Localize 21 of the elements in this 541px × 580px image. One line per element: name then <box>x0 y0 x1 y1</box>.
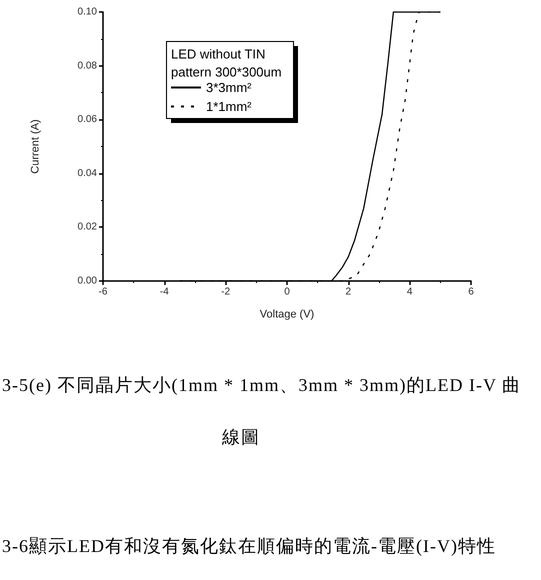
legend-label: 3*3mm² <box>206 80 252 95</box>
y-axis-title: Current (A) <box>30 119 42 174</box>
x-tick-label: 2 <box>346 286 352 298</box>
legend-label: 1*1mm² <box>206 99 252 114</box>
y-tick-label: 0.06 <box>78 114 98 126</box>
x-axis-title: Voltage (V) <box>260 308 314 320</box>
y-tick-label: 0.02 <box>78 222 98 233</box>
x-tick-label: -2 <box>221 286 231 298</box>
legend-title: LED without TIN pattern 300*300um <box>171 46 282 80</box>
x-tick-label: -4 <box>160 286 170 298</box>
y-tick-label: 0.08 <box>78 60 98 72</box>
x-tick-label: 6 <box>468 286 474 298</box>
x-tick-label: 0 <box>284 286 290 298</box>
x-tick-label: 4 <box>406 286 413 298</box>
text: 線圖 <box>221 426 261 449</box>
y-tick-label: 0.04 <box>78 168 98 179</box>
y-tick-label: 0.00 <box>78 276 98 286</box>
text: 3-5(e) 不同晶片大小(1mm * 1mm、3mm * 3mm)的LED I-V 曲 <box>2 374 522 397</box>
x-tick-label: -6 <box>98 286 108 298</box>
text: 3-6顯示LED有和沒有氮化鈦在順偏時的電流-電壓(I-V)特性 <box>2 535 496 558</box>
y-tick-label: 0.10 <box>78 6 98 18</box>
